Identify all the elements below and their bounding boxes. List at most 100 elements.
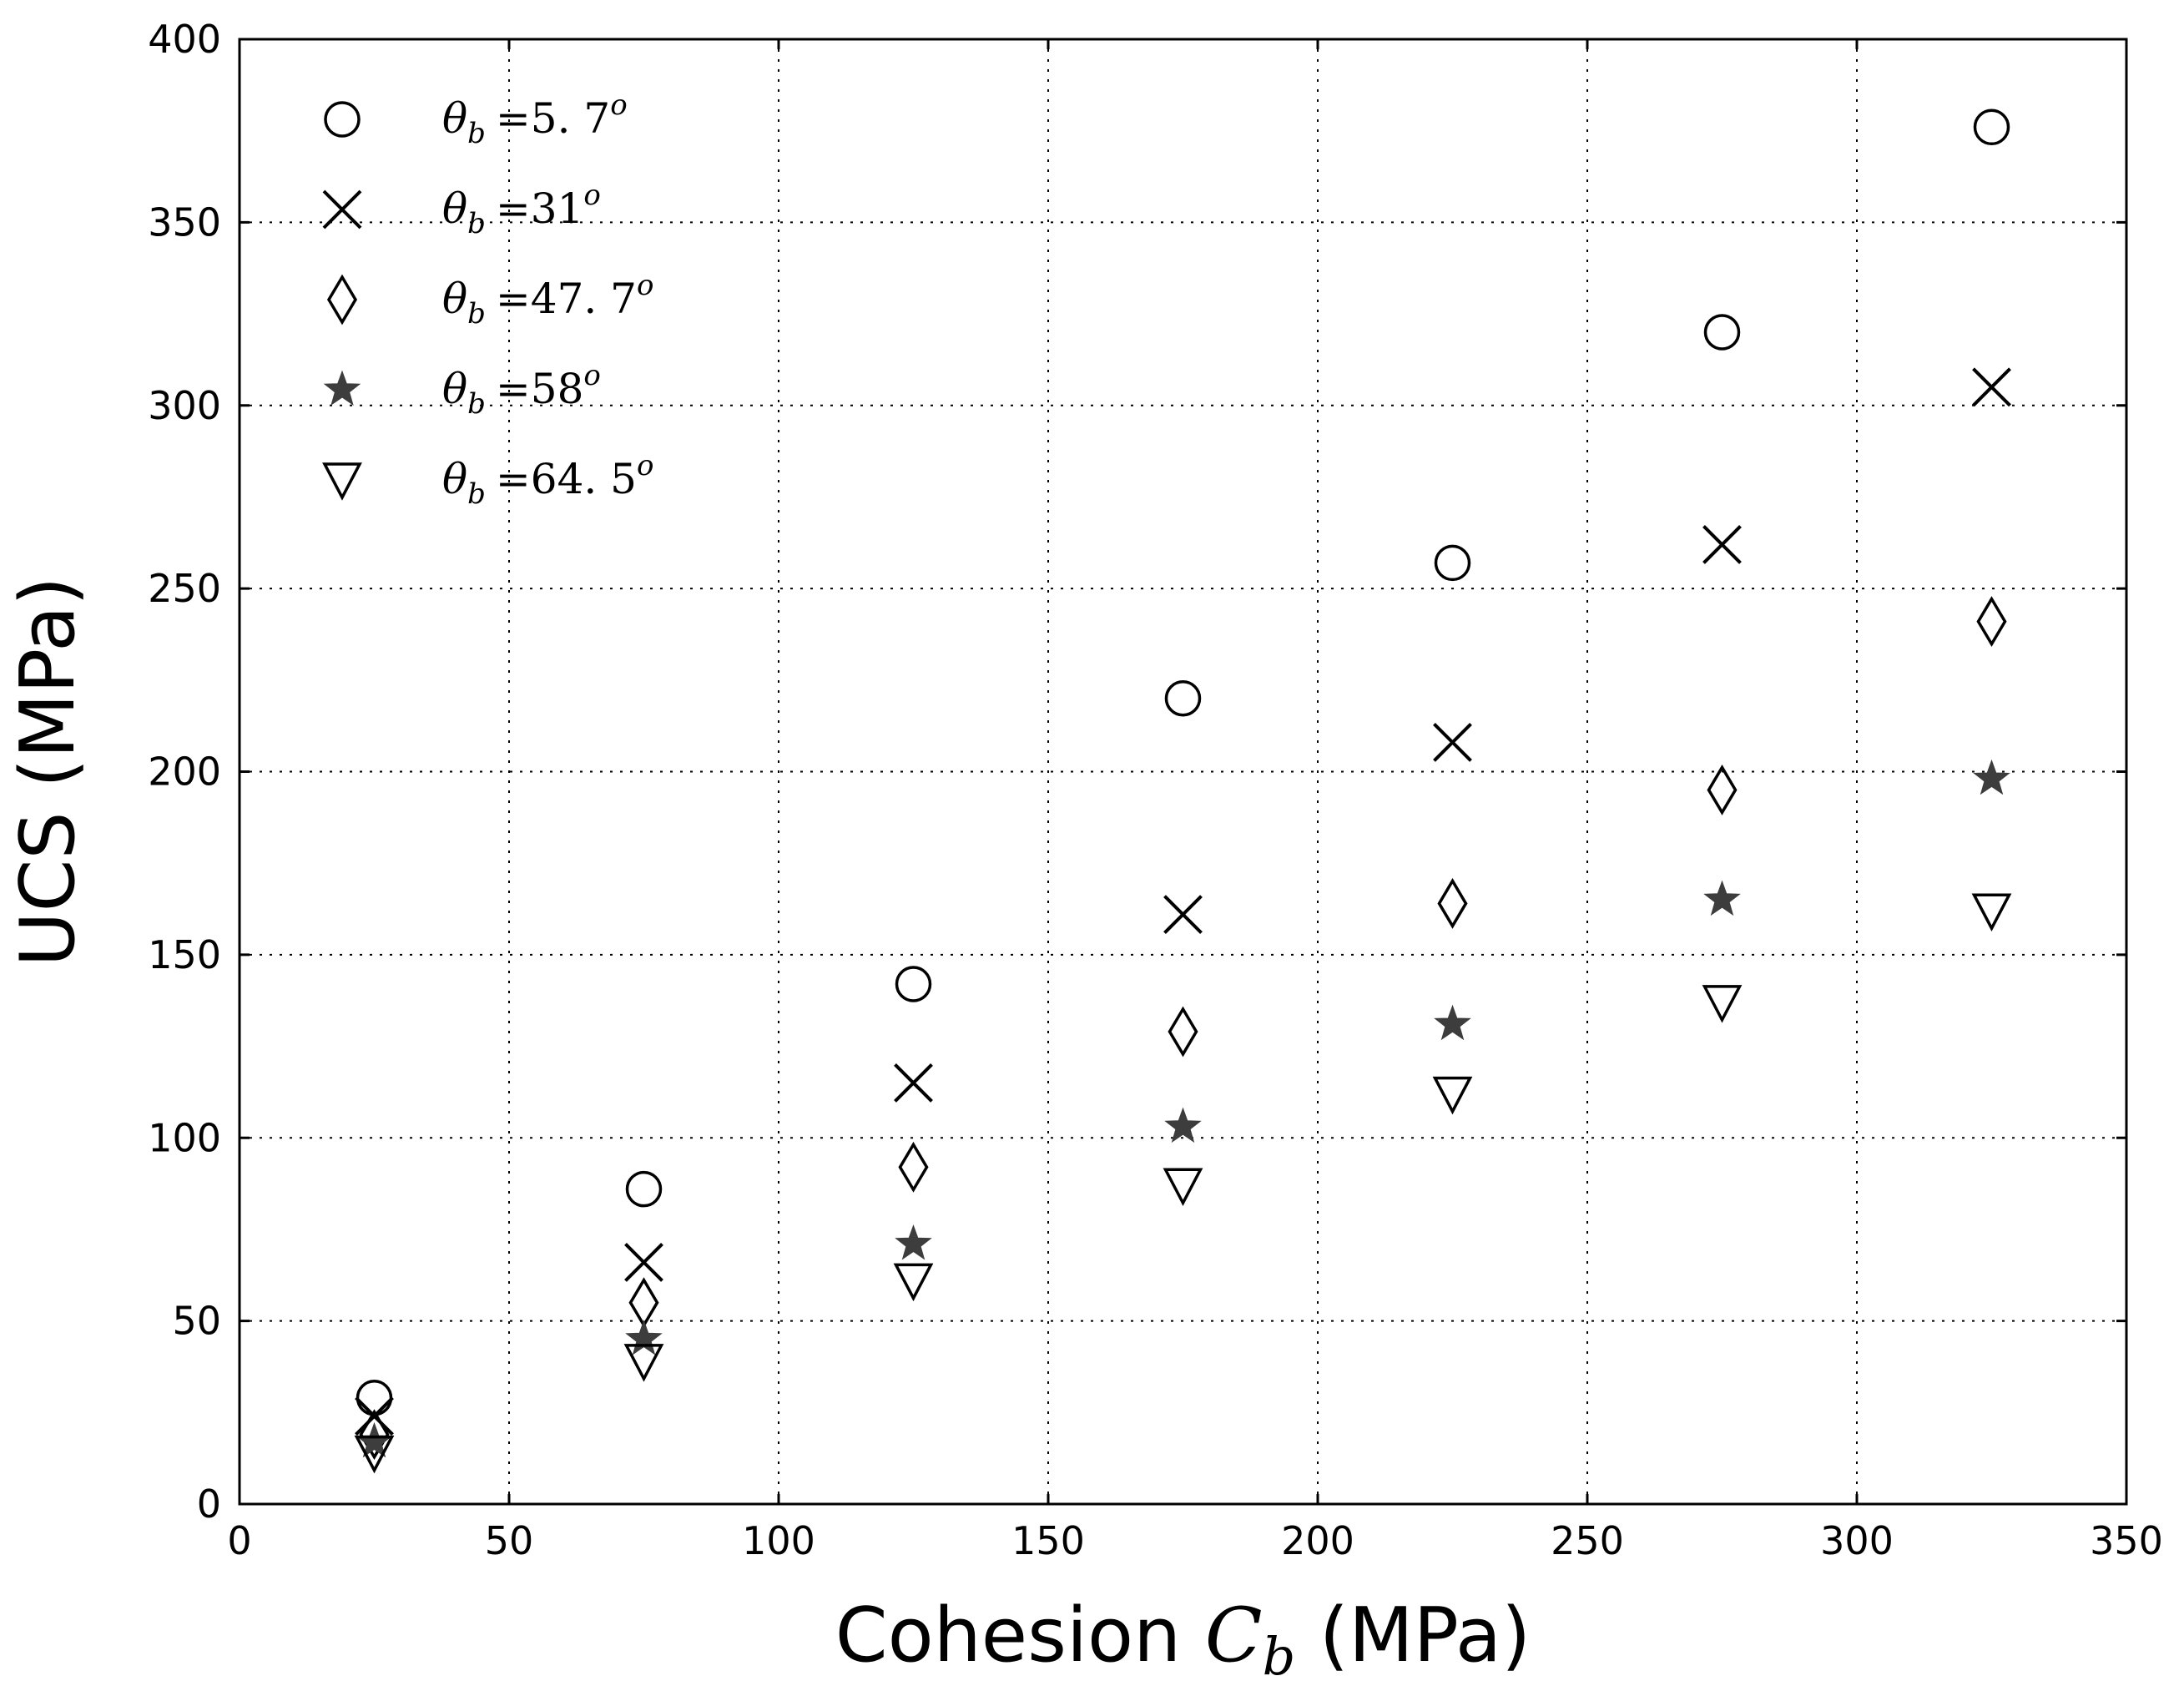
data-point-star	[1973, 759, 2010, 795]
y-tick-label: 0	[197, 1482, 221, 1527]
legend-marker-diamond	[326, 274, 358, 326]
data-point-star	[1164, 1107, 1202, 1143]
x-axis-title-subscript: b	[1263, 1626, 1296, 1687]
legend-marker-star	[323, 370, 361, 406]
data-point-diamond	[1976, 596, 2007, 648]
y-tick-label: 150	[148, 932, 221, 977]
data-point-triangle-down	[1163, 1168, 1203, 1207]
legend-item: θb =64. 5o	[322, 449, 653, 511]
y-tick-label: 200	[148, 750, 221, 795]
data-point-x	[1702, 525, 1742, 564]
legend-label-value: =47. 7	[496, 275, 637, 323]
x-axis-title-symbol: C	[1205, 1592, 1263, 1679]
axis-ticks: 0 50 100 150 200 250 300 350 0 50 100 150 200 250 300 3…	[148, 17, 2163, 1563]
data-point-triangle-down	[623, 1344, 664, 1382]
legend-item: θb =47. 7o	[326, 269, 653, 331]
legend-label-symbol: θ	[442, 455, 467, 503]
data-point-x	[355, 1396, 394, 1436]
legend-label: θb =58o	[442, 359, 601, 421]
x-tick-label: 50	[485, 1518, 534, 1563]
data-point-diamond	[1168, 1006, 1198, 1058]
legend-label-superscript: o	[583, 359, 600, 392]
series-diamond	[359, 596, 2007, 1461]
y-tick-label: 250	[148, 566, 221, 611]
legend-item: θb =31o	[322, 179, 601, 240]
data-point-circle	[625, 1170, 663, 1208]
y-tick-label: 50	[172, 1299, 221, 1344]
legend-item: θb =5. 7o	[324, 88, 628, 150]
legend-label-symbol: θ	[442, 184, 467, 233]
legend-label-superscript: o	[610, 88, 627, 122]
data-point-circle	[1164, 680, 1202, 717]
legend-label-superscript: o	[583, 179, 600, 212]
legend-label-symbol: θ	[442, 94, 467, 143]
x-tick-label: 300	[1820, 1518, 1894, 1563]
y-tick-label: 300	[148, 383, 221, 428]
series-x	[355, 367, 2011, 1436]
series-triangle-down	[354, 893, 2012, 1474]
data-point-diamond	[898, 1141, 929, 1193]
x-tick-label: 200	[1281, 1518, 1354, 1563]
legend-label-subscript: b	[467, 477, 486, 511]
legend-label: θb =47. 7o	[442, 269, 653, 331]
data-point-triangle-down	[893, 1263, 934, 1302]
legend-label-subscript: b	[467, 117, 486, 150]
x-tick-label: 350	[2090, 1518, 2163, 1563]
series-circle	[356, 109, 2010, 1416]
legend-label-symbol: θ	[442, 275, 467, 323]
legend-label: θb =5. 7o	[442, 88, 628, 150]
legend-marker-triangle-down	[322, 462, 362, 501]
x-tick-label: 100	[742, 1518, 815, 1563]
legend-marker-x	[322, 189, 362, 230]
x-tick-label: 0	[227, 1518, 251, 1563]
gridlines	[240, 39, 2126, 1504]
x-axis-title-prefix: Cohesion	[835, 1592, 1205, 1679]
legend-label-superscript: o	[637, 269, 653, 302]
y-tick-label: 400	[148, 17, 221, 62]
legend-label-subscript: b	[467, 387, 486, 421]
data-points	[354, 109, 2012, 1474]
legend-label-value: =58	[496, 365, 584, 413]
data-point-circle	[1973, 109, 2010, 146]
legend-label-value: =64. 5	[496, 455, 637, 503]
x-axis-title: Cohesion Cb (MPa)	[835, 1592, 1531, 1687]
legend-label: θb =64. 5o	[442, 449, 653, 511]
data-point-star	[1703, 880, 1741, 916]
data-point-triangle-down	[1971, 893, 2012, 931]
data-point-circle	[895, 966, 932, 1002]
data-point-diamond	[1437, 878, 1468, 929]
data-point-circle	[1703, 314, 1741, 351]
data-point-star	[1434, 1004, 1471, 1041]
data-point-star	[625, 1320, 663, 1355]
legend-label-subscript: b	[467, 297, 486, 331]
legend-item: θb =58o	[323, 359, 601, 421]
y-tick-label: 100	[148, 1115, 221, 1160]
data-point-x	[1972, 367, 2011, 407]
y-axis-title: UCS (MPa)	[4, 577, 92, 967]
legend-label: θb =31o	[442, 179, 601, 240]
data-point-triangle-down	[1432, 1076, 1473, 1115]
data-point-triangle-down	[354, 1435, 395, 1474]
series-star	[356, 759, 2010, 1458]
y-tick-label: 350	[148, 199, 221, 245]
legend-label-symbol: θ	[442, 365, 467, 413]
data-point-diamond	[359, 1409, 390, 1461]
legend-label-value: =5. 7	[496, 94, 610, 143]
legend-label-superscript: o	[637, 449, 653, 482]
data-point-triangle-down	[1702, 985, 1743, 1023]
x-tick-label: 150	[1011, 1518, 1085, 1563]
data-point-x	[1163, 895, 1203, 935]
data-point-diamond	[628, 1277, 659, 1329]
legend-marker-circle	[324, 101, 361, 138]
x-tick-label: 250	[1551, 1518, 1624, 1563]
data-point-x	[624, 1243, 663, 1282]
data-point-x	[1433, 722, 1472, 762]
legend-label-value: =31	[496, 184, 584, 233]
x-axis-title-suffix: (MPa)	[1295, 1592, 1531, 1679]
data-point-x	[894, 1063, 933, 1103]
data-point-star	[895, 1224, 932, 1260]
data-point-circle	[1434, 544, 1471, 582]
